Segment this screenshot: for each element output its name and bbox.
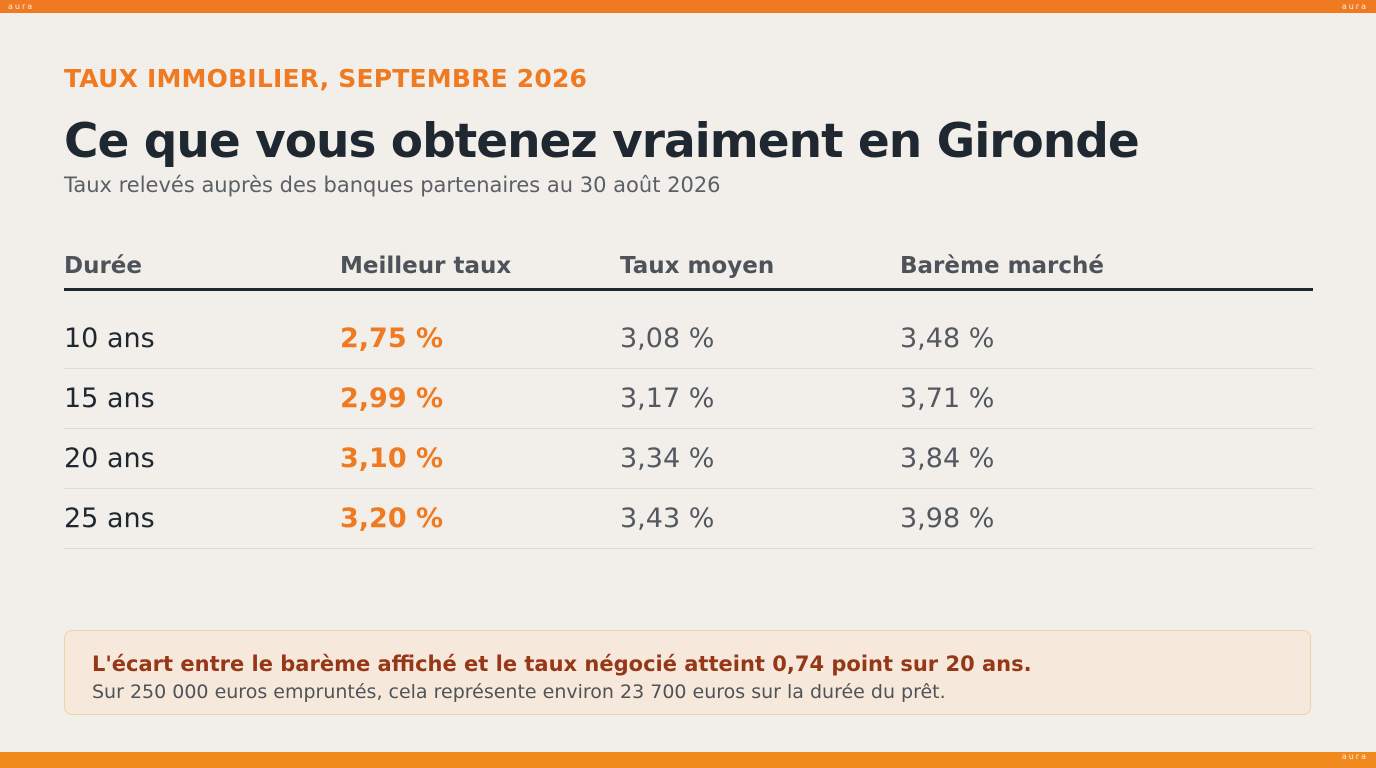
table-row: 10 ans 2,75 % 3,08 % 3,48 %	[64, 309, 1313, 369]
cell-meilleur-taux: 3,10 %	[340, 443, 444, 474]
cell-taux-moyen: 3,17 %	[620, 383, 715, 414]
cell-bareme-marche: 3,84 %	[900, 443, 995, 474]
cell-meilleur-taux: 2,75 %	[340, 323, 444, 354]
cell-taux-moyen: 3,08 %	[620, 323, 715, 354]
bottom-accent-bar	[0, 752, 1376, 768]
column-header-bareme-marche: Barème marché	[900, 253, 1105, 279]
brand-mark-top-left: aura	[8, 2, 35, 11]
column-header-meilleur-taux: Meilleur taux	[340, 253, 512, 279]
rates-table: Durée Meilleur taux Taux moyen Barème ma…	[64, 244, 1313, 549]
column-header-taux-moyen: Taux moyen	[620, 253, 775, 279]
table-body: 10 ans 2,75 % 3,08 % 3,48 % 15 ans 2,99 …	[64, 291, 1313, 549]
brand-mark-top-right: aura	[1341, 2, 1368, 11]
column-header-duree: Durée	[64, 253, 143, 279]
table-row: 25 ans 3,20 % 3,43 % 3,98 %	[64, 489, 1313, 549]
kicker: TAUX IMMOBILIER, SEPTEMBRE 2026	[64, 64, 588, 93]
callout-lead: L'écart entre le barème affiché et le ta…	[92, 652, 1032, 676]
cell-duree: 25 ans	[64, 503, 155, 534]
cell-meilleur-taux: 2,99 %	[340, 383, 444, 414]
page-title: Ce que vous obtenez vraiment en Gironde	[64, 114, 1140, 169]
cell-bareme-marche: 3,98 %	[900, 503, 995, 534]
table-header: Durée Meilleur taux Taux moyen Barème ma…	[64, 244, 1313, 291]
callout-box: L'écart entre le barème affiché et le ta…	[64, 630, 1311, 715]
table-row: 20 ans 3,10 % 3,34 % 3,84 %	[64, 429, 1313, 489]
top-accent-bar	[0, 0, 1376, 13]
callout-body: Sur 250 000 euros empruntés, cela représ…	[92, 681, 946, 703]
cell-duree: 15 ans	[64, 383, 155, 414]
cell-bareme-marche: 3,71 %	[900, 383, 995, 414]
table-row: 15 ans 2,99 % 3,17 % 3,71 %	[64, 369, 1313, 429]
page-subtitle: Taux relevés auprès des banques partenai…	[64, 173, 721, 197]
cell-duree: 20 ans	[64, 443, 155, 474]
cell-taux-moyen: 3,43 %	[620, 503, 715, 534]
brand-mark-bottom-right: aura	[1341, 752, 1368, 761]
cell-taux-moyen: 3,34 %	[620, 443, 715, 474]
cell-meilleur-taux: 3,20 %	[340, 503, 444, 534]
cell-duree: 10 ans	[64, 323, 155, 354]
header: TAUX IMMOBILIER, SEPTEMBRE 2026 Ce que v…	[64, 62, 1313, 198]
cell-bareme-marche: 3,48 %	[900, 323, 995, 354]
